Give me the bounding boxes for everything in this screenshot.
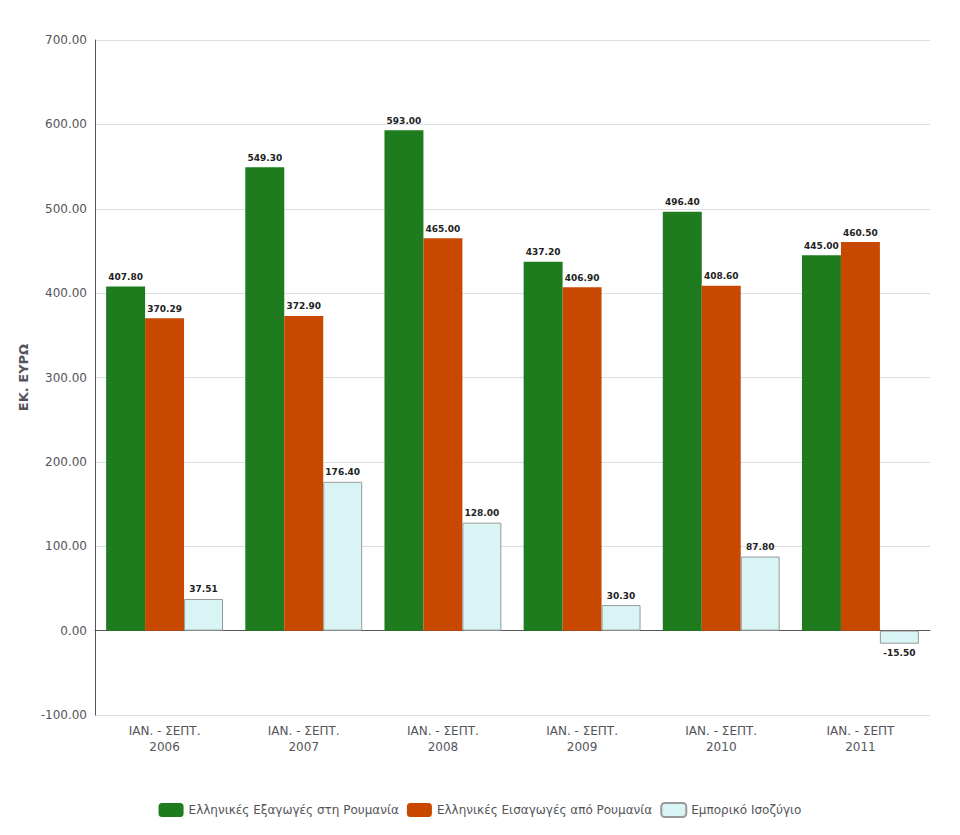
svg-text:-15.50: -15.50: [883, 648, 915, 658]
svg-text:500.00: 500.00: [45, 202, 87, 216]
svg-text:ΕΚ. ΕΥΡΩ: ΕΚ. ΕΥΡΩ: [16, 344, 31, 411]
svg-text:IAN. - ΣΕΠΤ.: IAN. - ΣΕΠΤ.: [129, 724, 201, 738]
svg-text:406.90: 406.90: [565, 273, 600, 283]
svg-text:370.29: 370.29: [147, 304, 182, 314]
svg-text:496.40: 496.40: [665, 197, 700, 207]
svg-text:IAN. - ΣΕΠΤ.: IAN. - ΣΕΠΤ.: [685, 724, 757, 738]
svg-text:2008: 2008: [428, 740, 459, 754]
svg-text:-100.00: -100.00: [41, 708, 87, 722]
svg-text:IAN. - ΣΕΠΤ: IAN. - ΣΕΠΤ: [826, 724, 895, 738]
svg-text:445.00: 445.00: [804, 241, 839, 251]
svg-text:Ελληνικές Εξαγωγές στη Ρουμανί: Ελληνικές Εξαγωγές στη Ρουμανία: [189, 803, 399, 817]
svg-text:437.20: 437.20: [526, 247, 561, 257]
svg-text:465.00: 465.00: [426, 224, 461, 234]
svg-text:549.30: 549.30: [247, 153, 282, 163]
svg-text:2009: 2009: [567, 740, 598, 754]
svg-text:IAN. - ΣΕΠΤ.: IAN. - ΣΕΠΤ.: [546, 724, 618, 738]
svg-text:128.00: 128.00: [465, 508, 500, 518]
svg-text:176.40: 176.40: [325, 467, 360, 477]
svg-text:30.30: 30.30: [607, 591, 635, 601]
svg-text:400.00: 400.00: [45, 286, 87, 300]
svg-text:2011: 2011: [845, 740, 876, 754]
svg-text:700.00: 700.00: [45, 33, 87, 47]
svg-text:460.50: 460.50: [843, 228, 878, 238]
svg-text:Ελληνικές Εισαγωγές από Ρουμαν: Ελληνικές Εισαγωγές από Ρουμανία: [437, 803, 652, 817]
svg-text:100.00: 100.00: [45, 539, 87, 553]
svg-text:407.80: 407.80: [108, 272, 143, 282]
svg-text:2010: 2010: [706, 740, 737, 754]
svg-text:37.51: 37.51: [189, 584, 217, 594]
svg-text:408.60: 408.60: [704, 271, 739, 281]
svg-text:0.00: 0.00: [60, 624, 87, 638]
svg-text:372.90: 372.90: [286, 301, 321, 311]
svg-text:IAN. - ΣΕΠΤ.: IAN. - ΣΕΠΤ.: [407, 724, 479, 738]
svg-text:Εμπορικό Ισοζύγιο: Εμπορικό Ισοζύγιο: [691, 803, 801, 817]
svg-text:300.00: 300.00: [45, 371, 87, 385]
svg-text:2006: 2006: [149, 740, 180, 754]
svg-text:2007: 2007: [288, 740, 319, 754]
svg-text:87.80: 87.80: [746, 542, 774, 552]
svg-text:IAN. - ΣΕΠΤ.: IAN. - ΣΕΠΤ.: [268, 724, 340, 738]
svg-text:600.00: 600.00: [45, 117, 87, 131]
svg-text:593.00: 593.00: [387, 116, 422, 126]
svg-text:200.00: 200.00: [45, 455, 87, 469]
